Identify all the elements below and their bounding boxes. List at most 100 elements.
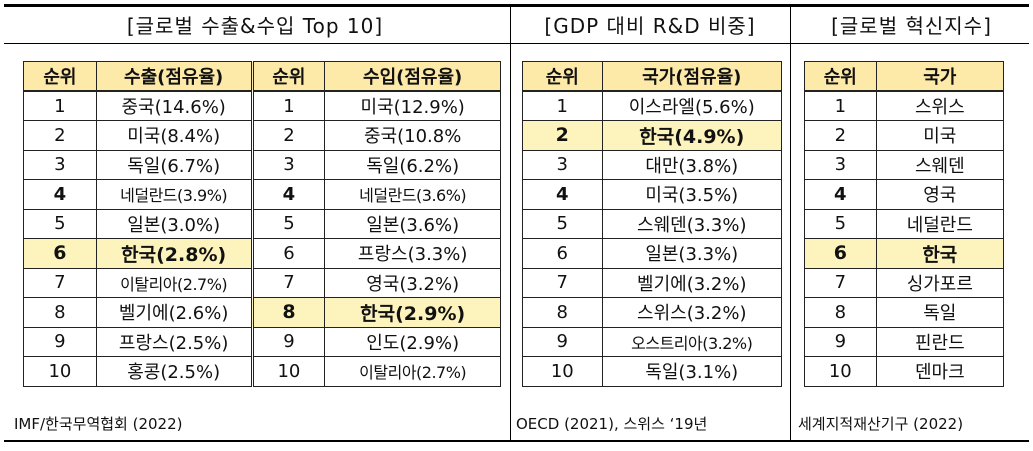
import-cell: 영국(3.2%) xyxy=(324,267,501,298)
table-row: 10 독일(3.1%) xyxy=(522,356,783,387)
panel-divider xyxy=(790,7,791,440)
country-cell: 스웨덴(3.3%) xyxy=(601,208,783,239)
rd-table: 순위 국가(점유율) 1 이스라엘(5.6%) 2 한국(4.9%) 3 대만(3.8… xyxy=(522,61,783,387)
rank-cell-highlight: 6 xyxy=(23,238,97,269)
country-cell: 오스트리아(3.2%) xyxy=(601,326,783,357)
rank-cell: 4 xyxy=(23,179,97,210)
bottom-rule xyxy=(4,440,1029,442)
import-cell: 네덜란드(3.6%) xyxy=(324,179,501,210)
export-cell: 중국(14.6%) xyxy=(95,90,253,121)
export-cell: 독일(6.7%) xyxy=(95,149,253,180)
panel-divider xyxy=(510,7,511,440)
country-cell: 미국(3.5%) xyxy=(601,179,783,210)
innovation-panel: [글로벌 혁신지수] 순위 국가 1 스위스 2 미국 3 스웨덴 4 영국 5 네덜란드… xyxy=(790,7,1033,440)
table-row: 1 스위스 xyxy=(804,90,1005,121)
country-cell: 핀란드 xyxy=(875,326,1005,357)
country-cell: 싱가포르 xyxy=(875,267,1005,298)
rank-cell: 8 xyxy=(23,297,97,328)
table-row: 9 프랑스(2.5%) 9 인도(2.9%) xyxy=(23,326,501,357)
table-row: 6 한국 xyxy=(804,238,1005,269)
source-note: 세계지적재산기구 (2022) xyxy=(798,415,964,433)
export-cell: 벨기에(2.6%) xyxy=(95,297,253,328)
source-note: OECD (2021), 스위스 ‘19년 xyxy=(516,415,708,433)
table-header-row: 순위 국가 xyxy=(804,61,1005,92)
country-cell: 영국 xyxy=(875,179,1005,210)
export-cell: 이탈리아(2.7%) xyxy=(95,267,253,298)
export-cell: 네덜란드(3.9%) xyxy=(95,179,253,210)
table-row: 7 싱가포르 xyxy=(804,267,1005,298)
country-cell: 독일 xyxy=(875,297,1005,328)
table-row: 10 덴마크 xyxy=(804,356,1005,387)
import-cell: 일본(3.6%) xyxy=(324,208,501,239)
table-row: 3 스웨덴 xyxy=(804,149,1005,180)
rank-cell-highlight: 8 xyxy=(250,297,326,328)
rank-cell: 7 xyxy=(23,267,97,298)
table-header-row: 순위 수출(점유율) 순위 수입(점유율) xyxy=(23,61,501,92)
export-cell-highlight: 한국(2.8%) xyxy=(95,238,253,269)
country-cell: 독일(3.1%) xyxy=(601,356,783,387)
rank-cell: 7 xyxy=(804,267,877,298)
rank-header: 순위 xyxy=(804,61,877,92)
export-cell: 홍콩(2.5%) xyxy=(95,356,253,387)
country-cell: 이스라엘(5.6%) xyxy=(601,90,783,121)
rank-cell: 10 xyxy=(250,356,326,387)
import-cell: 프랑스(3.3%) xyxy=(324,238,501,269)
table-row: 2 미국 xyxy=(804,120,1005,151)
rank-cell: 1 xyxy=(522,90,603,121)
table-row: 7 벨기에(3.2%) xyxy=(522,267,783,298)
table-row: 9 핀란드 xyxy=(804,326,1005,357)
rank-cell: 2 xyxy=(804,120,877,151)
rank-cell: 10 xyxy=(23,356,97,387)
country-cell-highlight: 한국 xyxy=(875,238,1005,269)
rank-cell: 4 xyxy=(522,179,603,210)
panel-title: [GDP 대비 R&D 비중] xyxy=(544,14,756,38)
rank-cell-highlight: 6 xyxy=(804,238,877,269)
rank-cell: 8 xyxy=(522,297,603,328)
rank-cell: 9 xyxy=(23,326,97,357)
import-cell: 중국(10.8% xyxy=(324,120,501,151)
rank-cell: 3 xyxy=(522,149,603,180)
country-cell-highlight: 한국(4.9%) xyxy=(601,120,783,151)
source-note: IMF/한국무역협회 (2022) xyxy=(14,415,183,433)
table-row: 3 대만(3.8%) xyxy=(522,149,783,180)
table-row: 1 이스라엘(5.6%) xyxy=(522,90,783,121)
rank-cell: 2 xyxy=(23,120,97,151)
rank-header: 순위 xyxy=(522,61,603,92)
table-header-row: 순위 국가(점유율) xyxy=(522,61,783,92)
rank-cell: 8 xyxy=(804,297,877,328)
country-cell: 스웨덴 xyxy=(875,149,1005,180)
rd-panel: [GDP 대비 R&D 비중] 순위 국가(점유율) 1 이스라엘(5.6%) 2… xyxy=(510,7,790,440)
rank-header: 순위 xyxy=(23,61,97,92)
rank-cell: 3 xyxy=(23,149,97,180)
table-row: 5 스웨덴(3.3%) xyxy=(522,208,783,239)
table-row: 1 중국(14.6%) 1 미국(12.9%) xyxy=(23,90,501,121)
rank-cell: 3 xyxy=(250,149,326,180)
import-cell: 인도(2.9%) xyxy=(324,326,501,357)
rank-cell: 10 xyxy=(522,356,603,387)
rank-cell: 9 xyxy=(250,326,326,357)
rank-cell: 5 xyxy=(804,208,877,239)
rank-cell: 1 xyxy=(804,90,877,121)
table-row: 2 한국(4.9%) xyxy=(522,120,783,151)
panel-title: [글로벌 혁신지수] xyxy=(831,14,992,38)
import-cell: 미국(12.9%) xyxy=(324,90,501,121)
table-row: 7 이탈리아(2.7%) 7 영국(3.2%) xyxy=(23,267,501,298)
rank-cell: 1 xyxy=(23,90,97,121)
rank-cell: 10 xyxy=(804,356,877,387)
top-rule xyxy=(4,4,1029,7)
import-cell: 이탈리아(2.7%) xyxy=(324,356,501,387)
table-row: 2 미국(8.4%) 2 중국(10.8% xyxy=(23,120,501,151)
title-rule xyxy=(4,43,1029,44)
table-row: 4 네덜란드(3.9%) 4 네덜란드(3.6%) xyxy=(23,179,501,210)
export-import-panel: [글로벌 수출&수입 Top 10] 순위 수출(점유율) 순위 수입(점유율)… xyxy=(0,7,510,440)
rank-cell: 6 xyxy=(250,238,326,269)
rank-cell: 2 xyxy=(250,120,326,151)
panel-title: [글로벌 수출&수입 Top 10] xyxy=(126,14,384,38)
rank-cell: 7 xyxy=(522,267,603,298)
table-row: 8 독일 xyxy=(804,297,1005,328)
table-row: 10 홍콩(2.5%) 10 이탈리아(2.7%) xyxy=(23,356,501,387)
country-cell: 미국 xyxy=(875,120,1005,151)
table-row: 6 일본(3.3%) xyxy=(522,238,783,269)
country-cell: 덴마크 xyxy=(875,356,1005,387)
